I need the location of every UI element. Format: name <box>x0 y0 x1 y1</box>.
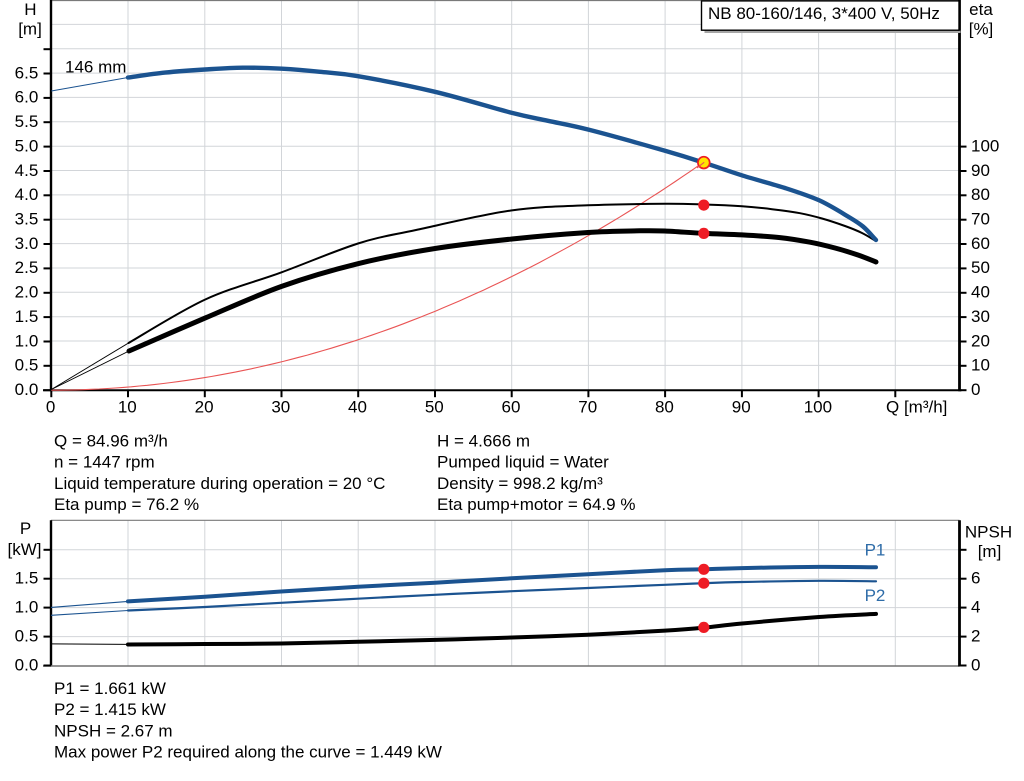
svg-text:20: 20 <box>195 397 214 416</box>
svg-text:6: 6 <box>971 569 980 588</box>
svg-text:Q [m³/h]: Q [m³/h] <box>886 397 947 416</box>
svg-text:40: 40 <box>348 397 367 416</box>
svg-text:30: 30 <box>271 397 290 416</box>
svg-text:5.0: 5.0 <box>15 136 39 155</box>
svg-text:P2 = 1.415 kW: P2 = 1.415 kW <box>54 700 166 719</box>
svg-text:0: 0 <box>971 380 980 399</box>
svg-text:1.5: 1.5 <box>15 569 39 588</box>
svg-text:[m]: [m] <box>18 20 42 39</box>
svg-text:50: 50 <box>425 397 444 416</box>
svg-text:70: 70 <box>971 210 990 229</box>
svg-text:90: 90 <box>971 161 990 180</box>
svg-text:1.5: 1.5 <box>15 307 39 326</box>
svg-text:20: 20 <box>971 331 990 350</box>
svg-text:NPSH = 2.67 m: NPSH = 2.67 m <box>54 721 173 740</box>
svg-text:2.0: 2.0 <box>15 283 39 302</box>
svg-text:6.5: 6.5 <box>15 63 39 82</box>
svg-text:6.0: 6.0 <box>15 88 39 107</box>
svg-text:4.0: 4.0 <box>15 185 39 204</box>
svg-text:Pumped liquid = Water: Pumped liquid = Water <box>437 453 609 472</box>
svg-text:5.5: 5.5 <box>15 112 39 131</box>
svg-text:1.0: 1.0 <box>15 597 39 616</box>
svg-text:[%]: [%] <box>969 19 994 38</box>
svg-text:Max power P2 required along th: Max power P2 required along the curve = … <box>54 742 442 761</box>
svg-text:40: 40 <box>971 283 990 302</box>
svg-text:3.0: 3.0 <box>15 234 39 253</box>
svg-text:30: 30 <box>971 307 990 326</box>
svg-text:100: 100 <box>804 397 832 416</box>
svg-text:NPSH: NPSH <box>965 523 1012 542</box>
svg-text:10: 10 <box>971 356 990 375</box>
svg-text:70: 70 <box>578 397 597 416</box>
svg-text:[kW]: [kW] <box>8 540 42 559</box>
svg-text:0: 0 <box>46 397 55 416</box>
svg-text:2: 2 <box>971 626 980 645</box>
svg-text:0.0: 0.0 <box>15 380 39 399</box>
svg-text:3.5: 3.5 <box>15 210 39 229</box>
svg-text:Eta pump+motor = 64.9 %: Eta pump+motor = 64.9 % <box>437 495 635 514</box>
svg-text:10: 10 <box>118 397 137 416</box>
svg-text:0.5: 0.5 <box>15 356 39 375</box>
svg-text:100: 100 <box>971 136 999 155</box>
svg-text:n = 1447 rpm: n = 1447 rpm <box>54 453 155 472</box>
svg-text:60: 60 <box>971 234 990 253</box>
svg-text:50: 50 <box>971 258 990 277</box>
svg-text:80: 80 <box>971 185 990 204</box>
svg-text:80: 80 <box>655 397 674 416</box>
svg-text:1.0: 1.0 <box>15 331 39 350</box>
svg-text:4.5: 4.5 <box>15 161 39 180</box>
svg-text:NB 80-160/146, 3*400 V, 50Hz: NB 80-160/146, 3*400 V, 50Hz <box>708 4 940 23</box>
svg-text:146 mm: 146 mm <box>65 58 126 77</box>
svg-text:0: 0 <box>971 655 980 674</box>
svg-text:Q = 84.96 m³/h: Q = 84.96 m³/h <box>54 431 168 450</box>
svg-text:4: 4 <box>971 597 980 616</box>
svg-text:H: H <box>24 0 36 19</box>
svg-text:P2: P2 <box>865 586 886 605</box>
svg-text:Liquid temperature during oper: Liquid temperature during operation = 20… <box>54 474 385 493</box>
svg-text:P1: P1 <box>865 541 886 560</box>
svg-text:2.5: 2.5 <box>15 258 39 277</box>
svg-text:eta: eta <box>969 0 993 19</box>
svg-text:P1 = 1.661 kW: P1 = 1.661 kW <box>54 679 166 698</box>
svg-text:Eta pump = 76.2 %: Eta pump = 76.2 % <box>54 495 199 514</box>
svg-text:Density = 998.2 kg/m³: Density = 998.2 kg/m³ <box>437 474 603 493</box>
svg-text:P: P <box>20 519 31 538</box>
svg-text:90: 90 <box>732 397 751 416</box>
svg-text:[m]: [m] <box>978 542 1002 561</box>
svg-text:0.5: 0.5 <box>15 626 39 645</box>
svg-text:H = 4.666 m: H = 4.666 m <box>437 431 530 450</box>
svg-text:0.0: 0.0 <box>15 655 39 674</box>
svg-text:60: 60 <box>502 397 521 416</box>
